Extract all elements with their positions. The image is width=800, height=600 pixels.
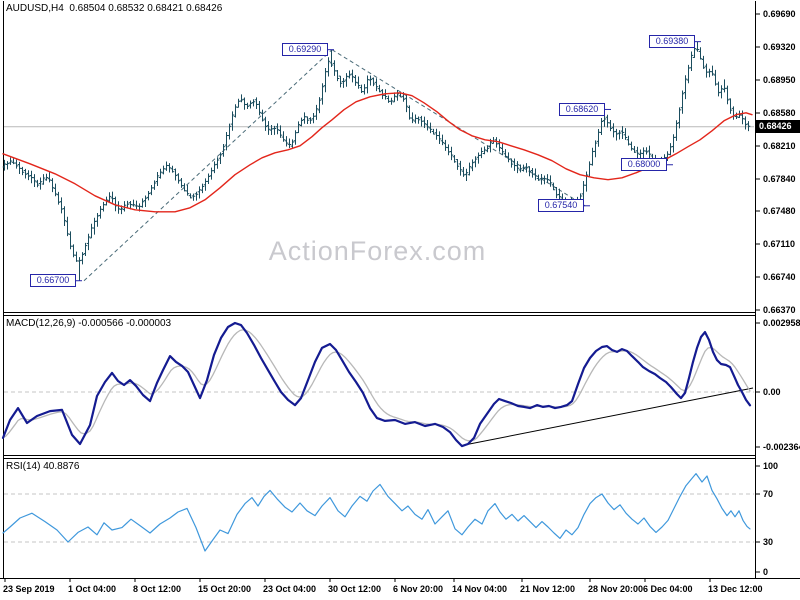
time-axis-label: 15 Oct 20:00 — [198, 584, 251, 594]
dashed-trendline[interactable] — [331, 49, 586, 207]
rsi-line — [2, 473, 751, 552]
time-axis-label: 14 Nov 04:00 — [452, 584, 507, 594]
price-axis-label: 0.69320 — [763, 42, 796, 52]
price-level-label[interactable]: 0.69380 — [649, 35, 695, 49]
time-axis-label: 1 Oct 04:00 — [68, 584, 116, 594]
rsi-axis-label: 70 — [763, 489, 773, 499]
price-axis-label: 0.66370 — [763, 305, 796, 315]
price-level-label[interactable]: 0.67540 — [538, 199, 584, 213]
time-axis-label: 6 Dec 04:00 — [643, 584, 693, 594]
watermark: ActionForex.com — [268, 236, 487, 266]
price-axis-label: 0.67480 — [763, 206, 796, 216]
price-level-label[interactable]: 0.68620 — [559, 102, 605, 116]
price-axis-label: 0.68580 — [763, 108, 796, 118]
rsi-axis-label: 0 — [763, 567, 768, 577]
price-axis-label: 0.69690 — [763, 9, 796, 19]
rsi-panel[interactable] — [3, 458, 755, 578]
chart-title: AUDUSD,H4 0.68504 0.68532 0.68421 0.6842… — [6, 3, 223, 14]
time-axis-label: 23 Sep 2019 — [3, 584, 55, 594]
price-level-label[interactable]: 0.66700 — [30, 274, 76, 288]
rsi-axis-label: 100 — [763, 461, 778, 471]
time-axis-label: 21 Nov 12:00 — [520, 584, 575, 594]
current-price-tag: 0.68426 — [756, 120, 800, 134]
price-axis-label: 0.66740 — [763, 272, 796, 282]
macd-trendline[interactable] — [464, 387, 754, 446]
time-axis-label: 23 Oct 04:00 — [263, 584, 316, 594]
price-axis-label: 0.68210 — [763, 141, 796, 151]
time-axis-label: 13 Dec 12:00 — [708, 584, 763, 594]
rsi-axis-label: 30 — [763, 537, 773, 547]
dashed-trendline[interactable] — [83, 49, 333, 282]
price-axis-label: 0.67110 — [763, 239, 795, 249]
macd-axis-label: 0.002958 — [763, 318, 800, 328]
macd-main-line — [1, 321, 752, 448]
time-axis-label: 28 Nov 20:00 — [588, 584, 643, 594]
price-level-label[interactable]: 0.69290 — [282, 43, 328, 57]
price-level-label[interactable]: 0.68000 — [621, 158, 667, 172]
time-axis-label: 8 Oct 12:00 — [133, 584, 181, 594]
price-axis-label: 0.67840 — [763, 174, 796, 184]
price-axis-label: 0.68950 — [763, 75, 796, 85]
macd-axis-label: 0.00 — [763, 387, 781, 397]
macd-indicator-title: MACD(12,26,9) -0.000566 -0.000003 — [6, 318, 172, 329]
rsi-indicator-title: RSI(14) 40.8876 — [6, 461, 80, 472]
time-axis-label: 30 Oct 12:00 — [328, 584, 381, 594]
macd-axis-label: -0.002364 — [763, 442, 800, 452]
time-axis-label: 6 Nov 20:00 — [393, 584, 443, 594]
